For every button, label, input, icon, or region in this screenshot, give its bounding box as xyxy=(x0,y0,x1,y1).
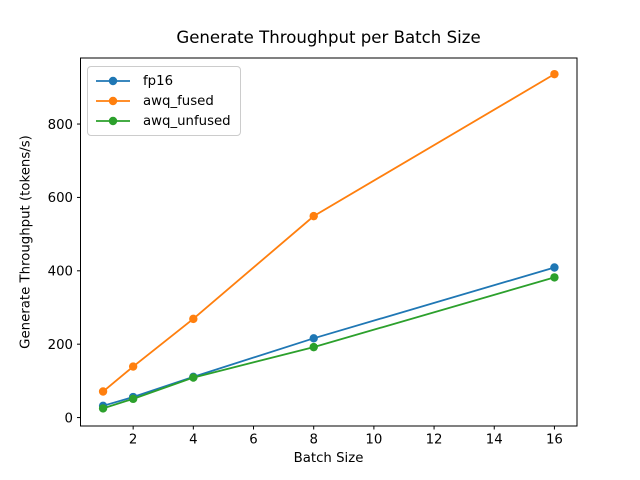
legend-line-marker-icon xyxy=(96,96,130,106)
series-marker-awq_unfused xyxy=(550,273,559,282)
x-axis-label: Batch Size xyxy=(293,451,364,466)
legend: fp16 awq_fused awq_unfused xyxy=(87,66,241,136)
series-marker-awq_fused xyxy=(189,314,198,324)
chart-title: Generate Throughput per Batch Size xyxy=(176,28,481,47)
series-marker-fp16 xyxy=(550,263,559,272)
series-marker-fp16 xyxy=(309,334,318,343)
y-axis-label: Generate Throughput (tokens/s) xyxy=(18,135,34,349)
legend-line-marker-icon xyxy=(96,116,130,126)
legend-entry: fp16 xyxy=(95,71,231,91)
legend-line-marker-icon xyxy=(96,76,130,86)
series-line-awq_unfused xyxy=(102,276,555,410)
x-tick-label: 4 xyxy=(189,433,197,448)
series-marker-awq_unfused xyxy=(98,404,108,413)
series-marker-awq_unfused xyxy=(309,342,318,352)
axes-frame xyxy=(80,57,578,427)
y-tick-label: 0 xyxy=(65,411,73,426)
x-tick-label: 16 xyxy=(546,433,563,448)
y-tick-label: 600 xyxy=(48,191,73,206)
y-tick-label: 400 xyxy=(48,265,73,280)
series-marker-awq_fused xyxy=(98,387,108,396)
series-marker-awq_fused xyxy=(550,69,559,79)
x-tick-label: 14 xyxy=(486,433,503,448)
series-marker-awq_unfused xyxy=(128,394,138,404)
x-tick-label: 12 xyxy=(426,433,443,448)
legend-entry: awq_fused xyxy=(95,91,231,111)
y-tick-label: 200 xyxy=(48,338,73,353)
legend-label: awq_unfused xyxy=(143,113,231,129)
x-tick-label: 2 xyxy=(129,433,137,448)
series-marker-awq_fused xyxy=(128,362,138,371)
x-tick-label: 6 xyxy=(249,433,257,448)
legend-label: awq_fused xyxy=(143,93,214,109)
x-tick-label: 10 xyxy=(365,433,382,448)
legend-label: fp16 xyxy=(143,73,174,89)
legend-entry: awq_unfused xyxy=(95,111,231,131)
x-tick-label: 8 xyxy=(309,433,317,448)
y-tick-label: 800 xyxy=(48,118,73,133)
series-marker-awq_fused xyxy=(309,211,318,221)
series-marker-awq_unfused xyxy=(189,373,198,382)
